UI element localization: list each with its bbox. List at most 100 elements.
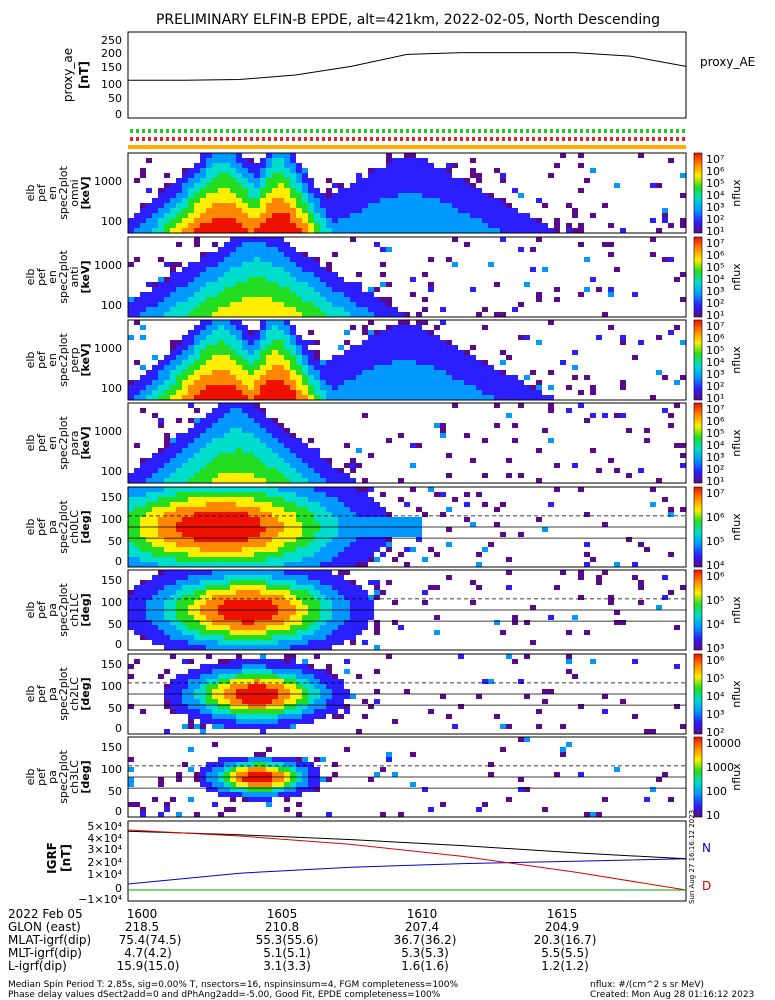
spectrogram-cell	[212, 163, 218, 168]
spectrogram-cell	[260, 277, 266, 282]
spectrogram-cell	[272, 320, 278, 325]
spectrogram-cell	[338, 188, 344, 193]
spectrogram-cell	[134, 615, 140, 620]
spectrogram-cell	[674, 443, 680, 448]
spectrogram-cell	[398, 380, 404, 385]
spectrogram-cell	[638, 468, 644, 473]
spectrogram-cell	[428, 395, 434, 400]
spectrogram-cell	[416, 173, 422, 178]
spectrogram-cell	[152, 562, 158, 567]
spectrogram-cell	[416, 193, 422, 198]
spectrogram-cell	[272, 292, 278, 297]
spectrogram-cell	[200, 699, 206, 704]
spectrogram-cell	[212, 272, 218, 277]
spectrogram-cell	[212, 218, 218, 223]
spectrogram-cell	[200, 395, 206, 400]
spectrogram-cell	[182, 537, 188, 542]
spectrogram-cell	[590, 413, 596, 418]
spectrogram-cell	[302, 272, 308, 277]
spectrogram-cell	[152, 307, 158, 312]
spectrogram-cell	[344, 478, 350, 483]
spectrogram-cell	[488, 679, 494, 684]
spectrogram-cell	[200, 704, 206, 709]
spectrogram-cell	[212, 173, 218, 178]
spectrogram-cell	[248, 507, 254, 512]
spectrogram-cell	[230, 492, 236, 497]
spectrogram-cell	[200, 360, 206, 365]
spectrogram-cell	[572, 350, 578, 355]
spectrogram-cell	[260, 487, 266, 492]
spectrogram-cell	[152, 492, 158, 497]
spectrogram-cell	[254, 659, 260, 664]
spectrogram-cell	[224, 390, 230, 395]
spectrogram-cell	[236, 620, 242, 625]
spectrogram-cell	[524, 395, 530, 400]
spectrogram-cell	[302, 350, 308, 355]
spectrogram-cell	[464, 350, 470, 355]
spectrogram-cell	[170, 507, 176, 512]
spectrogram-cell	[332, 473, 338, 478]
spectrogram-cell	[212, 478, 218, 483]
spectrogram-cell	[158, 453, 164, 458]
spectrogram-cell	[608, 287, 614, 292]
spectrogram-cell	[152, 517, 158, 522]
spectrogram-cell	[302, 605, 308, 610]
spectrogram-cell	[206, 218, 212, 223]
spectrogram-cell	[242, 395, 248, 400]
spectrogram-cell	[284, 443, 290, 448]
spectrogram-cell	[170, 365, 176, 370]
spectrogram-cell	[128, 223, 134, 228]
spectrogram-cell	[248, 674, 254, 679]
spectrogram-cell	[242, 178, 248, 183]
spectrogram-cell	[212, 463, 218, 468]
spectrogram-cell	[128, 620, 134, 625]
spectrogram-cell	[254, 267, 260, 272]
spectrogram-cell	[452, 355, 458, 360]
spectrogram-cell	[248, 610, 254, 615]
spectrogram-cell	[140, 168, 146, 173]
spectrogram-cell	[542, 395, 548, 400]
spectrogram-cell	[230, 448, 236, 453]
spectrogram-cell	[224, 423, 230, 428]
spectrogram-cell	[236, 292, 242, 297]
spectrogram-cell	[254, 198, 260, 203]
spectrogram-cell	[320, 605, 326, 610]
spectrogram-cell	[182, 762, 188, 767]
spectrogram-cell	[194, 502, 200, 507]
spectrogram-cell	[308, 375, 314, 380]
spectrogram-cell	[266, 605, 272, 610]
spectrogram-cell	[248, 218, 254, 223]
flag-red-mark	[202, 137, 205, 141]
spectrogram-cell	[290, 158, 296, 163]
spectrogram-cell	[338, 640, 344, 645]
spectrogram-cell	[512, 620, 518, 625]
spectrogram-cell	[338, 395, 344, 400]
spectrogram-cell	[314, 340, 320, 345]
spectrogram-cell	[626, 473, 632, 478]
spectrogram-cell	[284, 635, 290, 640]
spectrogram-cell	[206, 370, 212, 375]
spectrogram-cell	[194, 443, 200, 448]
spectrogram-cell	[230, 302, 236, 307]
spectrogram-cell	[224, 208, 230, 213]
spectrogram-cell	[290, 694, 296, 699]
spectrogram-cell	[470, 385, 476, 390]
spectrogram-cell	[200, 729, 206, 734]
spectrogram-cell	[182, 198, 188, 203]
spectrogram-cell	[182, 173, 188, 178]
spectrogram-cell	[392, 345, 398, 350]
spectrogram-cell	[386, 654, 392, 659]
spectrogram-cell	[236, 418, 242, 423]
spectrogram-cell	[458, 178, 464, 183]
spectrogram-cell	[350, 297, 356, 302]
spectrogram-cell	[152, 380, 158, 385]
spectrogram-cell	[392, 168, 398, 173]
spectrogram-cell	[344, 370, 350, 375]
spectrogram-cell	[284, 223, 290, 228]
spectrogram-cell	[296, 512, 302, 517]
spectrogram-cell	[470, 390, 476, 395]
spectrogram-cell	[302, 590, 308, 595]
spectrogram-cell	[266, 355, 272, 360]
spectrogram-cell	[248, 772, 254, 777]
spectrogram-cell	[200, 679, 206, 684]
